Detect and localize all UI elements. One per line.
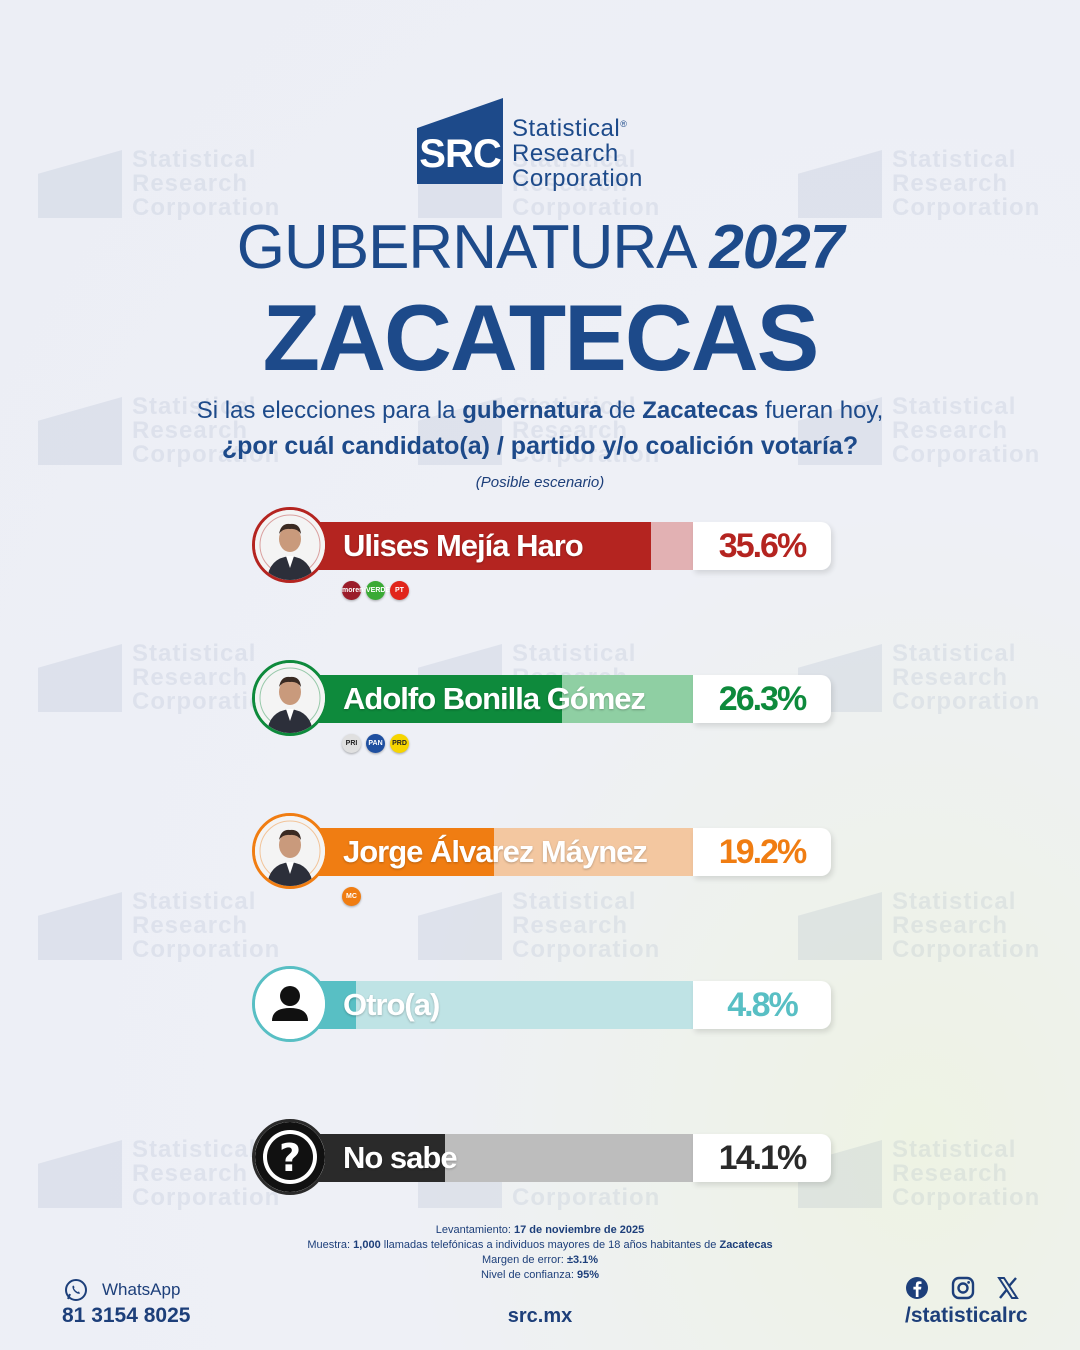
logo-text: SRC [419, 132, 501, 176]
x-icon[interactable] [997, 1276, 1019, 1305]
candidate-name: Jorge Álvarez Máynez [343, 834, 648, 869]
result-percentage: 14.1% [693, 1134, 831, 1182]
candidate-name: Otro(a) [343, 987, 440, 1022]
result-percentage: 19.2% [693, 828, 831, 876]
result-row: Ulises Mejía Haro 35.6% morena VERDE PT [250, 507, 835, 600]
question-line-2: ¿por cuál candidato(a) / partido y/o coa… [221, 432, 859, 460]
fieldwork-date: Levantamiento: 17 de noviembre de 2025 [435, 1224, 645, 1236]
facebook-icon[interactable] [905, 1276, 929, 1305]
result-percentage: 35.6% [693, 522, 831, 570]
social-icons [905, 1276, 1025, 1302]
result-bar-track: No sabe [310, 1134, 693, 1182]
party-logo-mc: MC [342, 887, 361, 906]
question-icon: ? [252, 1119, 328, 1195]
candidate-photo [252, 813, 328, 889]
result-bar-track: Ulises Mejía Haro [310, 522, 693, 570]
logo-company-name: Statistical® Research Corporation [512, 115, 643, 192]
party-logo-pt: PT [390, 581, 409, 600]
result-bar [310, 675, 562, 723]
whatsapp-label: WhatsApp [102, 1280, 181, 1299]
confidence-level: Nivel de confianza: 95% [480, 1269, 600, 1281]
margin-of-error: Margen de error: ±3.1% [481, 1254, 599, 1266]
question-line-1: Si las elecciones para la gubernatura de… [196, 397, 884, 424]
result-row: Jorge Álvarez Máynez 19.2% MC [250, 813, 835, 906]
result-row: Otro(a) 4.8% [250, 966, 835, 1052]
scenario-note: (Posible escenario) [475, 474, 605, 491]
result-bar-track: Jorge Álvarez Máynez [310, 828, 693, 876]
whatsapp-icon [64, 1279, 88, 1306]
result-bar [310, 828, 494, 876]
party-logo-morena: morena [342, 581, 367, 600]
result-bar [310, 522, 651, 570]
svg-text:?: ? [279, 1136, 301, 1180]
party-logo-pri: PRI [342, 734, 361, 753]
instagram-icon[interactable] [951, 1276, 975, 1305]
whatsapp-contact[interactable]: WhatsApp [64, 1278, 180, 1307]
candidate-name: Ulises Mejía Haro [343, 528, 584, 563]
candidate-name: No sabe [343, 1140, 458, 1175]
party-logo-verde: VERDE [366, 581, 390, 600]
result-bar [310, 1134, 445, 1182]
person-icon [252, 966, 328, 1042]
title-line: GUBERNATURA 2027 [236, 213, 845, 282]
candidate-photo [252, 660, 328, 736]
party-logo-prd: PRD [390, 734, 409, 753]
candidate-photo [252, 507, 328, 583]
result-row: No sabe 14.1%? [250, 1119, 835, 1205]
sample-info: Muestra: 1,000 llamadas telefónicas a in… [307, 1239, 773, 1251]
candidate-name: Adolfo Bonilla Gómez [343, 681, 646, 716]
result-percentage: 4.8% [693, 981, 831, 1029]
page-title: ZACATECAS [262, 285, 820, 390]
src-logo: SRC Statistical® Research Corporation [416, 98, 666, 192]
party-logo-pan: PAN [366, 734, 385, 753]
result-bar-track: Adolfo Bonilla Gómez [310, 675, 693, 723]
phone-number[interactable]: 81 3154 8025 [62, 1304, 191, 1327]
result-percentage: 26.3% [693, 675, 831, 723]
social-handle[interactable]: /statisticalrc [905, 1304, 1028, 1327]
result-row: Adolfo Bonilla Gómez 26.3% PRI PAN PRD [250, 660, 835, 753]
result-bar-track: Otro(a) [310, 981, 693, 1029]
website-link[interactable]: src.mx [507, 1305, 573, 1327]
